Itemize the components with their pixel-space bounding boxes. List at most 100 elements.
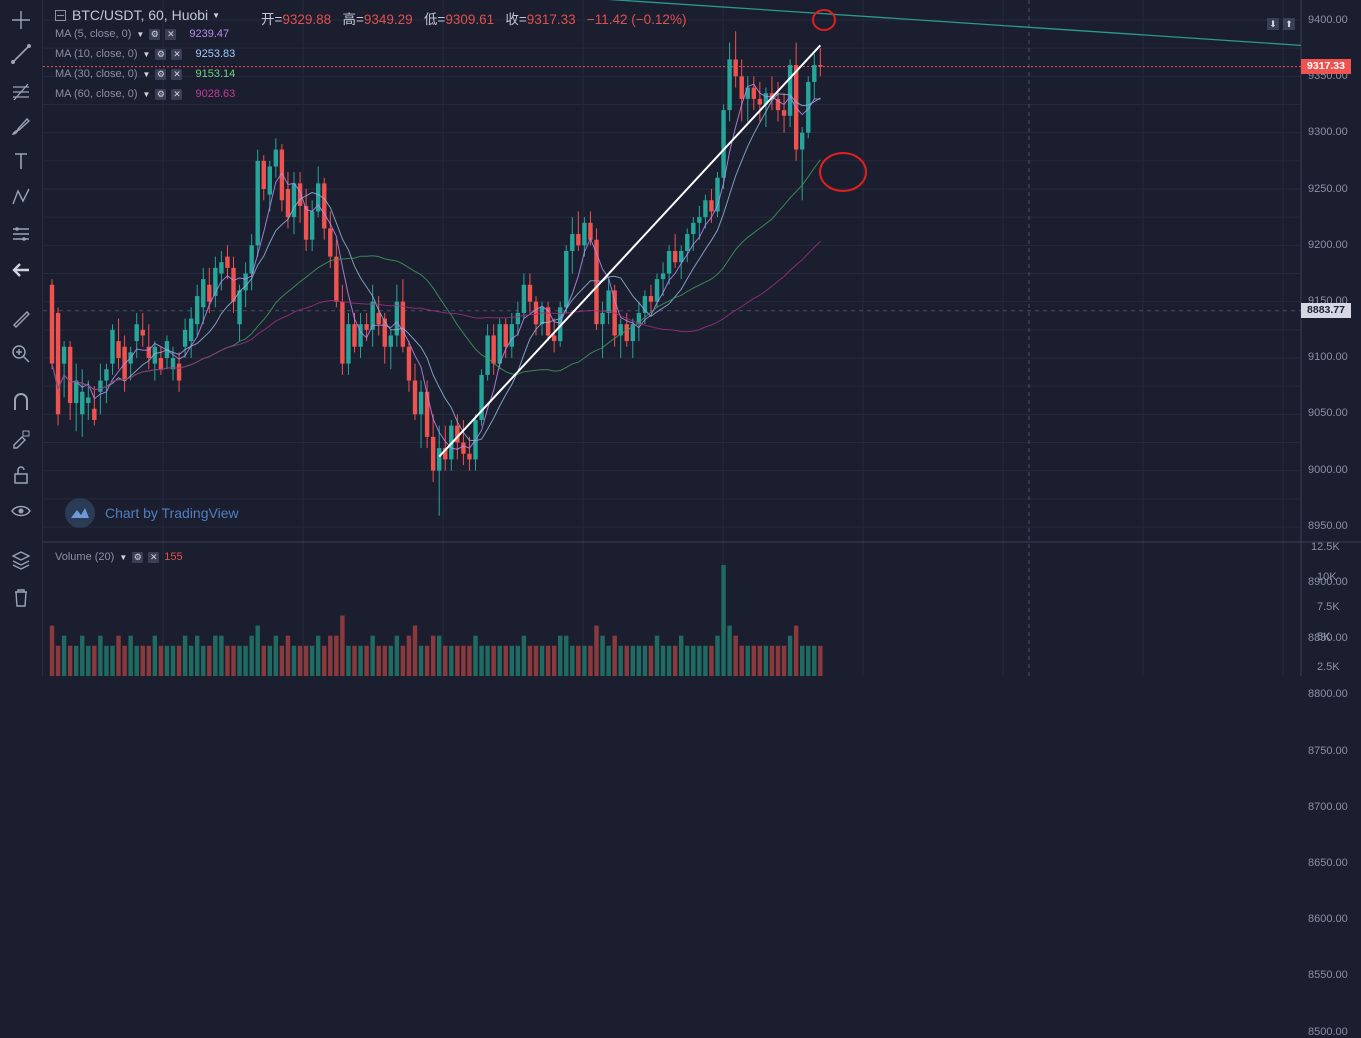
- candle-body: [116, 341, 121, 358]
- candle-body: [74, 380, 79, 404]
- settings-icon[interactable]: ⚙: [149, 28, 161, 40]
- candle-body: [781, 110, 787, 116]
- volume-bar: [291, 645, 297, 676]
- settings-icon[interactable]: ⚙: [155, 88, 167, 100]
- close-icon[interactable]: ✕: [148, 551, 160, 563]
- volume-bar: [509, 645, 514, 676]
- candle-body: [261, 160, 266, 189]
- brush-icon[interactable]: [8, 113, 34, 139]
- fib-retracement-icon[interactable]: [8, 79, 34, 105]
- ruler-icon[interactable]: [8, 306, 34, 332]
- eye-icon[interactable]: [8, 498, 34, 524]
- resistance-line: [607, 0, 1302, 46]
- magnet-icon[interactable]: [8, 389, 34, 415]
- volume-bar: [176, 645, 182, 676]
- symbol-title[interactable]: BTC/USDT, 60, Huobi: [72, 7, 209, 23]
- price-tick-label: 9100.00: [1308, 351, 1348, 364]
- settings-icon[interactable]: ⚙: [155, 48, 167, 60]
- settings-icon[interactable]: ⚙: [155, 68, 167, 80]
- ma-legend-row[interactable]: MA (30, close, 0) ▼ ⚙ ✕ 9153.14: [55, 68, 235, 80]
- volume-label[interactable]: Volume (20): [55, 551, 115, 563]
- candle-body: [461, 442, 466, 454]
- pattern-icon[interactable]: [8, 184, 34, 210]
- chevron-down-icon[interactable]: ▼: [142, 49, 151, 59]
- volume-bar: [67, 645, 73, 676]
- candle-body: [727, 59, 732, 111]
- volume-bar: [92, 645, 97, 676]
- unlock-icon[interactable]: [8, 462, 34, 488]
- candle-body: [340, 301, 345, 364]
- chevron-down-icon[interactable]: ▼: [142, 89, 151, 99]
- candle-body: [92, 408, 97, 420]
- crosshair-icon[interactable]: [8, 7, 34, 33]
- volume-bar: [745, 645, 750, 676]
- volume-bar: [110, 645, 115, 676]
- volume-bar: [255, 625, 260, 676]
- chevron-down-icon[interactable]: ▼: [119, 552, 128, 562]
- candle-body: [455, 425, 460, 443]
- collapse-icon[interactable]: [55, 9, 66, 21]
- chevron-down-icon[interactable]: ▼: [142, 69, 151, 79]
- chevron-down-icon[interactable]: ▼: [136, 29, 145, 39]
- ma-legend-row[interactable]: MA (5, close, 0) ▼ ⚙ ✕ 9239.47: [55, 28, 229, 40]
- volume-legend[interactable]: Volume (20) ▼ ⚙ ✕ 155: [55, 551, 183, 563]
- volume-bar: [806, 645, 811, 676]
- ma-label[interactable]: MA (10, close, 0): [55, 48, 138, 60]
- candle-body: [539, 307, 545, 325]
- volume-bar: [479, 645, 484, 676]
- candle-body: [624, 324, 629, 342]
- layers-icon[interactable]: [8, 547, 34, 573]
- close-icon[interactable]: ✕: [171, 88, 183, 100]
- zoom-in-icon[interactable]: [8, 341, 34, 367]
- price-tick-label: 9200.00: [1308, 238, 1348, 251]
- chart-area[interactable]: BTC/USDT, 60, Huobi ▼ 开=9329.88 高=9349.2…: [43, 0, 1361, 1038]
- text-icon[interactable]: [8, 148, 34, 174]
- candle-body: [636, 312, 642, 325]
- ma-label[interactable]: MA (60, close, 0): [55, 88, 138, 100]
- volume-bar: [515, 645, 521, 676]
- trend-line-icon[interactable]: [8, 41, 34, 67]
- close-icon[interactable]: ✕: [171, 48, 183, 60]
- volume-bar: [443, 645, 448, 676]
- current-price-label: 9317.33: [1301, 59, 1351, 74]
- settings-icon[interactable]: ⚙: [132, 551, 144, 563]
- volume-bar: [104, 645, 109, 676]
- symbol-legend[interactable]: BTC/USDT, 60, Huobi ▼: [55, 7, 220, 23]
- volume-bar: [358, 645, 363, 676]
- price-tick-label: 8750.00: [1308, 744, 1348, 757]
- back-arrow-icon[interactable]: [8, 257, 34, 283]
- volume-tick-label: 12.5K: [1311, 541, 1340, 553]
- ma-label[interactable]: MA (30, close, 0): [55, 68, 138, 80]
- ma-5-line: [51, 83, 821, 450]
- close-icon[interactable]: ✕: [165, 28, 177, 40]
- candle-body: [545, 307, 551, 336]
- tradingview-watermark[interactable]: Chart by TradingView: [65, 498, 239, 528]
- measure-icon[interactable]: [8, 221, 34, 247]
- watermark-text: Chart by TradingView: [105, 505, 239, 521]
- volume-bar: [207, 645, 212, 676]
- volume-bar: [564, 635, 569, 676]
- candle-body: [225, 256, 230, 268]
- volume-bar: [539, 645, 545, 676]
- ma-legend-row[interactable]: MA (60, close, 0) ▼ ⚙ ✕ 9028.63: [55, 88, 235, 100]
- lock-drawing-icon[interactable]: [8, 425, 34, 451]
- price-tick-label: 8850.00: [1308, 632, 1348, 645]
- scroll-down-icon[interactable]: ⬇: [1267, 18, 1279, 30]
- trash-icon[interactable]: [8, 584, 34, 610]
- ma-legend-row[interactable]: MA (10, close, 0) ▼ ⚙ ✕ 9253.83: [55, 48, 235, 60]
- volume-bar: [80, 635, 85, 676]
- volume-bar: [437, 635, 442, 676]
- volume-bar: [497, 645, 502, 676]
- ma-label[interactable]: MA (5, close, 0): [55, 28, 132, 40]
- volume-bar: [660, 645, 666, 676]
- chart-canvas[interactable]: [43, 0, 1361, 676]
- candle-body: [691, 222, 696, 235]
- candle-body: [497, 324, 502, 364]
- chevron-down-icon[interactable]: ▼: [212, 10, 221, 20]
- scroll-up-icon[interactable]: ⬆: [1283, 18, 1295, 30]
- high-value: 9349.29: [363, 12, 413, 27]
- close-icon[interactable]: ✕: [171, 68, 183, 80]
- candle-body: [769, 93, 775, 99]
- volume-bar: [666, 645, 672, 676]
- price-tick-label: 9000.00: [1308, 463, 1348, 476]
